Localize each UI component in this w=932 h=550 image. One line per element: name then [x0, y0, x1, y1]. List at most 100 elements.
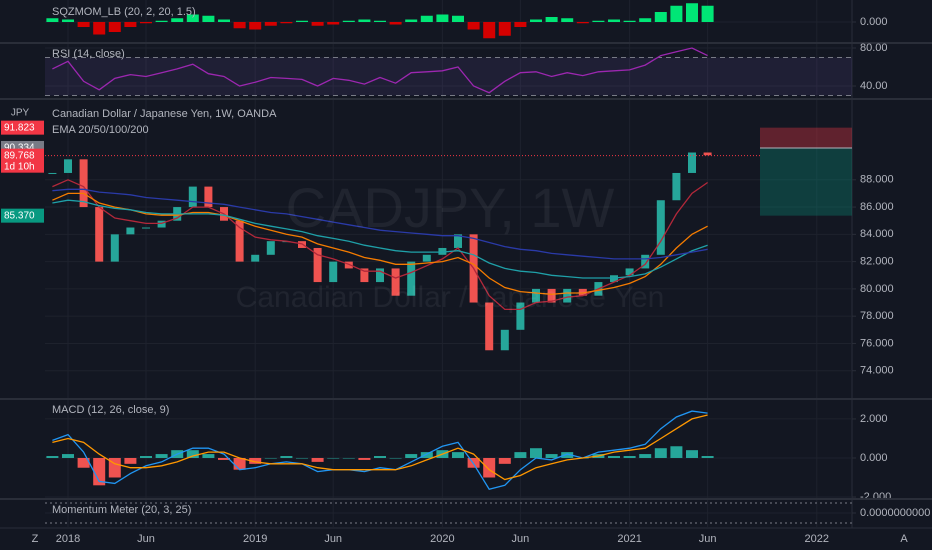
histogram-bar: [608, 456, 620, 458]
histogram-bar: [530, 448, 542, 458]
candle: [656, 200, 665, 255]
price-label-box: [1, 208, 44, 223]
histogram-bar: [405, 454, 418, 458]
y-tick-label: 74.000: [860, 365, 894, 377]
price-label: 89.768: [4, 150, 35, 161]
candle: [126, 227, 135, 235]
candle: [251, 254, 260, 262]
candle: [532, 288, 540, 303]
candle: [79, 159, 88, 208]
histogram-bar: [249, 457, 262, 464]
histogram-bar: [140, 456, 152, 458]
histogram-bar: [639, 18, 652, 22]
histogram-bar: [608, 19, 620, 22]
histogram-bar: [561, 452, 574, 458]
histogram-bar: [218, 19, 230, 22]
candle: [422, 254, 431, 262]
price-label-box: [1, 148, 44, 173]
y-tick-label: 40.00: [860, 80, 888, 92]
candle: [266, 241, 275, 255]
candle: [703, 152, 712, 156]
candle: [454, 234, 462, 248]
candle: [188, 186, 197, 208]
rsi-band: [45, 57, 852, 96]
histogram-bar: [296, 457, 308, 459]
histogram-bar: [498, 22, 511, 36]
histogram-bar: [701, 456, 714, 458]
candle: [204, 186, 213, 208]
histogram-bar: [77, 457, 90, 468]
histogram-bar: [233, 457, 246, 470]
histogram-bar: [93, 22, 106, 35]
candle: [142, 227, 150, 229]
histogram-bar: [140, 22, 152, 24]
histogram-bar: [561, 18, 574, 22]
series-line: [52, 410, 708, 490]
histogram-bar: [342, 457, 355, 459]
histogram-bar: [389, 457, 402, 459]
histogram-bar: [124, 22, 137, 27]
candle: [64, 159, 72, 173]
y-tick-label: 76.000: [860, 337, 894, 349]
candle: [344, 261, 353, 269]
candle: [407, 261, 416, 296]
histogram-bar: [108, 22, 121, 32]
bar-countdown: 1d 10h: [4, 161, 35, 172]
y-tick-label: 88.000: [860, 174, 894, 186]
pane-title: RSI (14, close): [52, 48, 125, 60]
histogram-bar: [124, 457, 137, 464]
histogram-bar: [483, 22, 496, 39]
y-tick-label: 80.000: [860, 283, 894, 295]
candle: [516, 302, 525, 330]
histogram-bar: [218, 457, 230, 460]
x-tick-label: Jun: [324, 533, 342, 545]
histogram-bar: [623, 20, 636, 22]
histogram-bar: [498, 457, 511, 464]
auto-scale-button[interactable]: A: [900, 533, 908, 545]
histogram-bar: [467, 22, 480, 30]
series-line: [52, 414, 708, 481]
y-tick-label: 0.000: [860, 452, 888, 464]
histogram-bar: [46, 456, 59, 458]
candle: [625, 268, 634, 276]
candle: [329, 261, 338, 283]
price-label-box: [1, 120, 44, 135]
histogram-bar: [420, 15, 433, 22]
histogram-bar: [264, 22, 277, 26]
x-tick-label: 2019: [243, 533, 267, 545]
candle: [313, 247, 322, 283]
histogram-bar: [77, 22, 90, 27]
y-tick-label: 82.000: [860, 256, 894, 268]
histogram-bar: [46, 18, 59, 22]
histogram-bar: [186, 14, 199, 22]
watermark: CADJPY, 1W: [286, 176, 615, 239]
histogram-bar: [327, 457, 340, 459]
histogram-bar: [280, 456, 293, 458]
zoom-button[interactable]: Z: [32, 533, 39, 545]
histogram-bar: [342, 20, 355, 22]
candle: [485, 302, 494, 351]
histogram-bar: [311, 457, 324, 462]
candle: [95, 207, 104, 262]
y-tick-label: 86.000: [860, 201, 894, 213]
plot-area: [45, 0, 852, 528]
currency-label: JPY: [11, 108, 30, 119]
pane-title: Canadian Dollar / Japanese Yen, 1W, OAND…: [52, 108, 277, 120]
y-tick-label: 78.000: [860, 310, 894, 322]
y-tick-label: 0.000: [860, 16, 888, 28]
candle: [391, 268, 400, 296]
histogram-bar: [452, 452, 464, 458]
candle: [578, 288, 587, 296]
histogram-bar: [186, 450, 199, 458]
histogram-bar: [405, 19, 418, 22]
histogram-bar: [374, 20, 386, 22]
target-zone: [760, 147, 852, 216]
pane-title: SQZMOM_LB (20, 2, 20, 1.5): [52, 6, 196, 18]
histogram-bar: [452, 15, 464, 22]
x-tick-label: 2020: [430, 533, 454, 545]
candle: [641, 254, 650, 269]
y-tick-label: 84.000: [860, 228, 894, 240]
histogram-bar: [389, 22, 402, 25]
histogram-bar: [108, 457, 121, 478]
candle: [235, 220, 244, 262]
